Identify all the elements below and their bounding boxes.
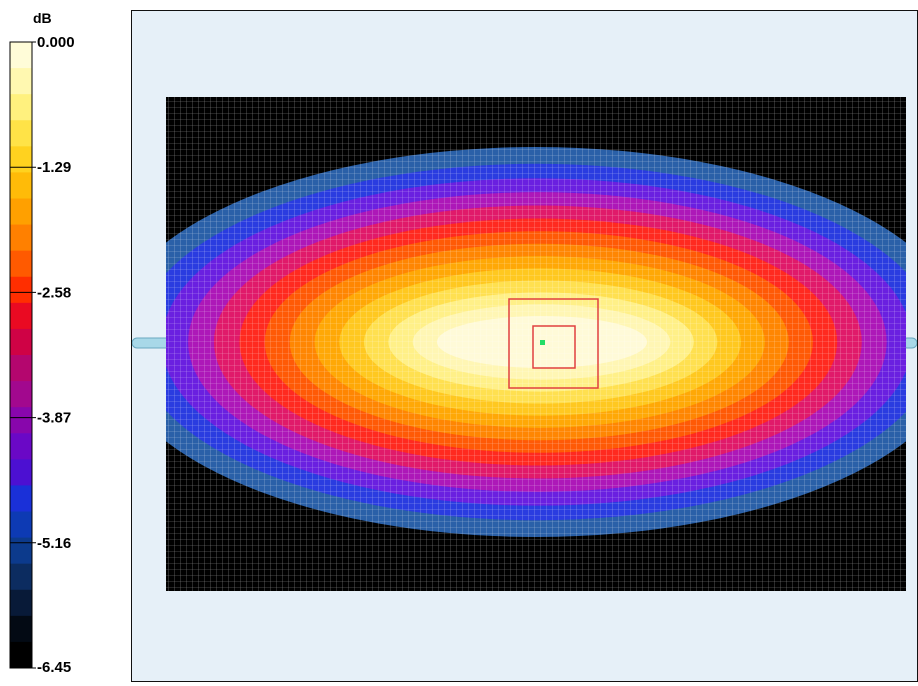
colorbar-band	[10, 68, 32, 95]
peak-marker	[540, 340, 545, 345]
colorbar-band	[10, 94, 32, 121]
colorbar-band	[10, 407, 32, 434]
outer-zoom-box[interactable]	[508, 298, 599, 389]
colorbar-tick-label: -2.58	[37, 284, 71, 301]
colorbar-band	[10, 355, 32, 382]
colorbar-band	[10, 328, 32, 356]
colorbar-band	[10, 276, 32, 304]
colorbar-band	[10, 589, 32, 617]
colorbar-tick-label: 0.000	[37, 34, 75, 51]
colorbar-band	[10, 563, 32, 591]
colorbar-band	[10, 537, 32, 565]
colorbar-band	[10, 172, 32, 199]
colorbar-band	[10, 42, 32, 69]
colorbar-band	[10, 198, 32, 226]
colorbar-ticks: 0.000 -1.29 -2.58 -3.87 -5.16 -6.45	[10, 34, 75, 676]
colorbar-band	[10, 120, 32, 147]
colorbar-band	[10, 511, 32, 539]
colorbar-band	[10, 641, 32, 669]
colorbar-band	[10, 302, 32, 330]
colorbar-legend: dB 0.000 -1.29 -2.58 -3.87 -5.16 -6.45	[9, 10, 75, 676]
colorbar-band	[10, 250, 32, 278]
colorbar-band	[10, 615, 32, 643]
plot-viewport[interactable]	[131, 10, 918, 682]
colorbar-band	[10, 459, 32, 486]
colorbar-tick-label: -5.16	[37, 535, 71, 552]
colorbar-band	[10, 224, 32, 252]
colorbar-band	[10, 485, 32, 512]
mesh-grid	[166, 97, 906, 591]
colorbar-band	[10, 146, 32, 173]
colorbar-bands	[10, 42, 32, 669]
inner-zoom-box[interactable]	[532, 325, 576, 369]
colorbar-tick-label: -6.45	[37, 659, 71, 676]
colorbar-tick-label: -3.87	[37, 410, 71, 427]
colorbar-tick-label: -1.29	[37, 159, 71, 176]
colorbar-unit-label: dB	[33, 10, 52, 26]
field-plot	[131, 97, 918, 591]
colorbar-band	[10, 433, 32, 460]
colorbar-band	[10, 381, 32, 408]
